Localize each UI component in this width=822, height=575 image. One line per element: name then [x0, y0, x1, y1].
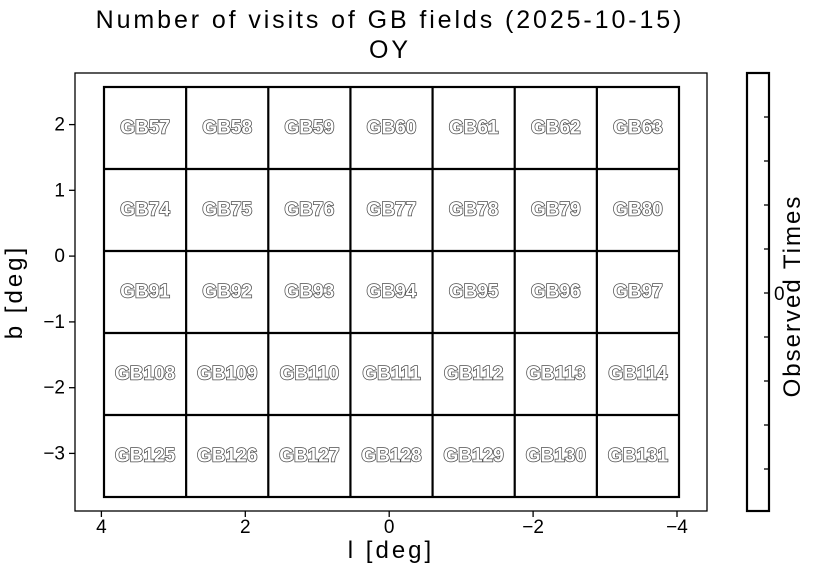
svg-text:GB79: GB79 [531, 200, 581, 221]
svg-text:GB59: GB59 [285, 118, 335, 139]
svg-text:GB76: GB76 [285, 200, 335, 221]
svg-text:GB58: GB58 [202, 118, 252, 139]
svg-text:Observed Times: Observed Times [779, 195, 806, 398]
svg-text:GB97: GB97 [613, 282, 663, 303]
svg-text:GB63: GB63 [613, 118, 663, 139]
svg-text:GB91: GB91 [120, 282, 170, 303]
svg-text:GB57: GB57 [120, 118, 170, 139]
svg-text:GB114: GB114 [608, 364, 668, 385]
svg-text:GB131: GB131 [608, 446, 669, 467]
svg-text:GB111: GB111 [362, 364, 421, 385]
svg-text:−2: −2 [43, 378, 65, 399]
svg-text:GB113: GB113 [526, 364, 585, 385]
svg-text:4: 4 [96, 517, 107, 538]
svg-text:GB126: GB126 [197, 446, 257, 467]
svg-text:GB127: GB127 [279, 446, 339, 467]
svg-text:GB93: GB93 [285, 282, 335, 303]
svg-text:−4: −4 [666, 517, 688, 538]
svg-text:GB96: GB96 [531, 282, 581, 303]
svg-text:GB78: GB78 [449, 200, 499, 221]
svg-text:b [deg]: b [deg] [1, 245, 28, 339]
svg-text:GB108: GB108 [115, 364, 175, 385]
svg-text:GB80: GB80 [613, 200, 663, 221]
svg-text:GB62: GB62 [531, 118, 581, 139]
svg-text:0: 0 [384, 517, 395, 538]
svg-text:GB92: GB92 [202, 282, 252, 303]
svg-text:GB75: GB75 [202, 200, 252, 221]
svg-text:GB61: GB61 [449, 118, 499, 139]
svg-text:2: 2 [240, 517, 251, 538]
svg-text:2: 2 [54, 115, 65, 136]
svg-text:GB60: GB60 [367, 118, 417, 139]
svg-text:GB109: GB109 [197, 364, 257, 385]
svg-text:GB128: GB128 [361, 446, 421, 467]
svg-text:1: 1 [54, 180, 65, 201]
svg-text:−2: −2 [522, 517, 544, 538]
svg-text:GB110: GB110 [280, 364, 339, 385]
svg-text:GB130: GB130 [526, 446, 586, 467]
svg-text:l [deg]: l [deg] [348, 537, 434, 564]
svg-text:0: 0 [54, 246, 65, 267]
svg-text:GB94: GB94 [367, 282, 417, 303]
svg-text:−1: −1 [43, 312, 65, 333]
svg-text:GB95: GB95 [449, 282, 499, 303]
svg-text:GB77: GB77 [367, 200, 417, 221]
svg-text:GB125: GB125 [115, 446, 176, 467]
svg-text:GB129: GB129 [444, 446, 504, 467]
svg-text:−3: −3 [43, 443, 65, 464]
svg-text:GB74: GB74 [120, 200, 170, 221]
svg-text:GB112: GB112 [444, 364, 503, 385]
